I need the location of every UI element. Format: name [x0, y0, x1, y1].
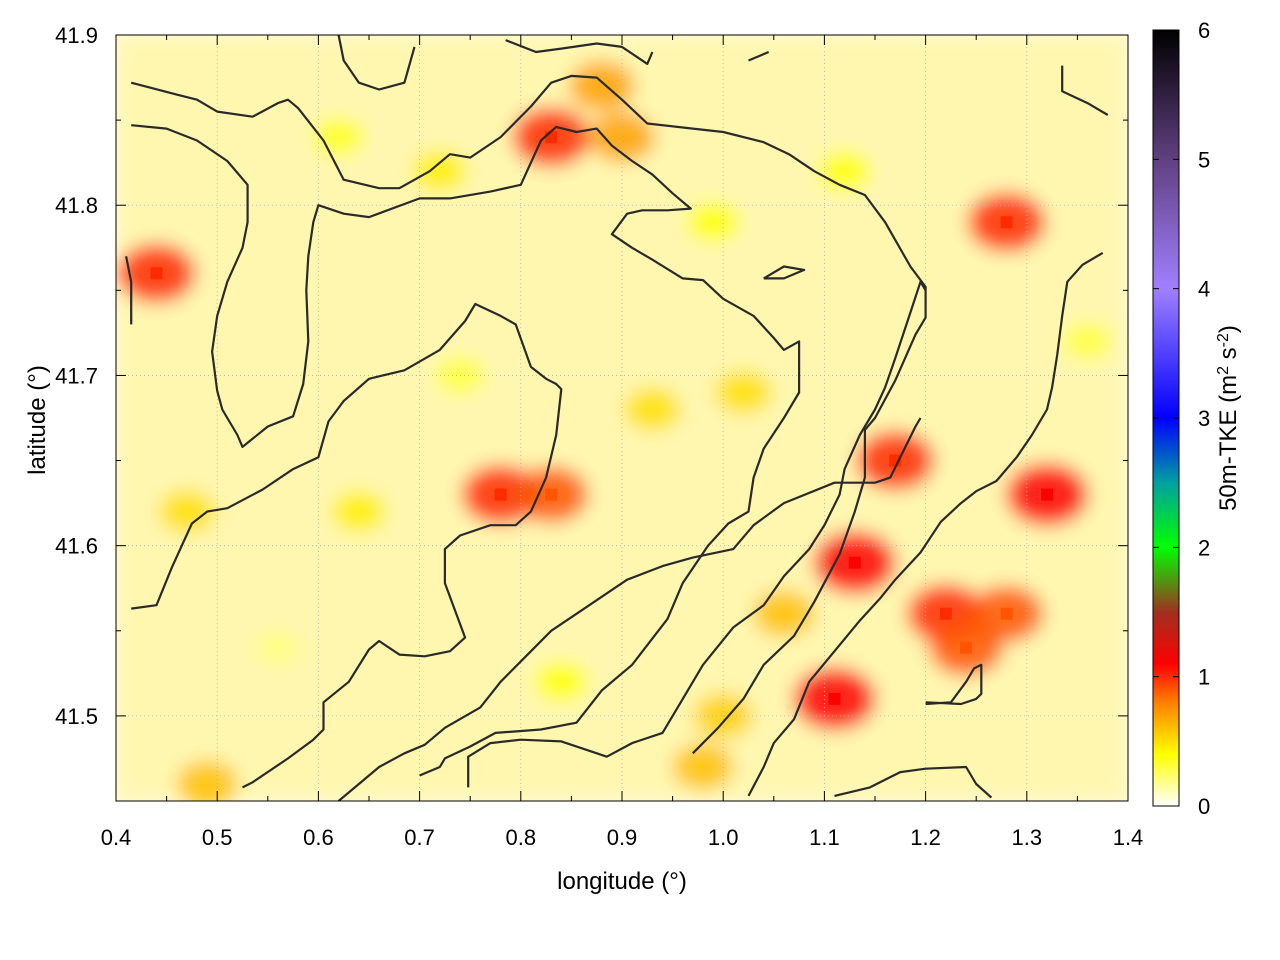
colorbar-label-end: ) [1215, 325, 1242, 333]
tke-hotspot [412, 149, 468, 193]
contour-line [337, 417, 922, 801]
contour-line [505, 39, 654, 65]
contour-line [1061, 65, 1109, 116]
tke-hotspot-core [848, 556, 861, 569]
x-tick-label: 0.8 [506, 825, 537, 850]
x-tick-label: 1.2 [910, 825, 941, 850]
tke-hotspot [623, 387, 681, 432]
terrain-contours [125, 35, 1109, 801]
y-tick-label: 41.5 [55, 704, 98, 729]
tke-hotspot [714, 370, 773, 415]
colorbar-label-sup1: 2 [1215, 366, 1232, 375]
contour-line [763, 265, 806, 280]
x-tick-label: 1.1 [809, 825, 840, 850]
colorbar-tick-label: 4 [1198, 277, 1210, 302]
tke-hotspot-core [1000, 216, 1013, 229]
x-tick-label: 0.9 [607, 825, 638, 850]
x-tick-label: 1.0 [708, 825, 739, 850]
y-axis-ticks: 41.5 41.6 41.7 41.8 41.9 [55, 23, 1128, 802]
contour-line [925, 663, 983, 706]
tke-hotspot-core [1041, 488, 1054, 501]
tke-hotspot-core [545, 488, 558, 501]
x-tick-label: 0.6 [303, 825, 334, 850]
x-axis-ticks: 0.4 0.5 0.6 0.7 0.8 0.9 1.0 1.1 1.2 1.3 1.4 [101, 35, 1144, 850]
contour-line [131, 124, 801, 777]
tke-hotspot [589, 111, 655, 163]
colorbar-ticks: 0 1 2 3 4 5 6 [1153, 18, 1210, 819]
tke-field [116, 35, 1128, 801]
contour-line [131, 302, 563, 789]
contour-line [747, 251, 1104, 797]
tke-hotspot [534, 661, 588, 703]
tke-hotspot-core [1000, 607, 1013, 620]
y-tick-label: 41.7 [55, 363, 98, 388]
contour-line [748, 50, 770, 62]
tke-hotspot [331, 490, 387, 533]
x-axis-label: longitude (°) [557, 868, 687, 895]
contour-line [834, 765, 993, 799]
tke-hotspot-core [828, 692, 841, 705]
tke-hotspot [686, 201, 740, 243]
tke-hotspot [255, 630, 301, 665]
y-axis-label: latitude (°) [24, 365, 51, 475]
colorbar: 0 1 2 3 4 5 6 50m-TKE (m2 s-2) [1152, 18, 1243, 819]
tke-hotspot [158, 489, 216, 534]
y-tick-label: 41.6 [55, 534, 98, 559]
colorbar-label: 50m-TKE (m2 s-2) [1215, 325, 1243, 511]
colorbar-tick-label: 2 [1198, 535, 1210, 560]
colorbar-tick-label: 5 [1198, 147, 1210, 172]
x-tick-label: 1.4 [1113, 825, 1144, 850]
y-tick-label: 41.9 [55, 23, 98, 48]
tke-hotspot [569, 60, 635, 112]
colorbar-label-mid: s [1215, 347, 1242, 366]
contour-line [130, 74, 927, 755]
colorbar-tick-label: 0 [1198, 794, 1210, 819]
x-tick-label: 0.7 [404, 825, 435, 850]
plot-area [115, 34, 1129, 802]
tke-hotspot [1063, 322, 1112, 361]
y-tick-label: 41.8 [55, 193, 98, 218]
tke-hotspot-core [960, 641, 973, 654]
contour-line [467, 280, 927, 788]
colorbar-label-sup2: -2 [1215, 333, 1232, 347]
contour-line [337, 35, 416, 91]
tke-hotspot [753, 590, 815, 638]
x-tick-label: 1.3 [1012, 825, 1043, 850]
colorbar-tick-label: 3 [1198, 406, 1210, 431]
colorbar-label-main: 50m-TKE (m [1215, 375, 1242, 511]
x-tick-label: 0.4 [101, 825, 132, 850]
tke-hotspot-core [494, 488, 507, 501]
contour-line [125, 256, 133, 325]
x-tick-label: 0.5 [202, 825, 233, 850]
tke-hotspot [818, 150, 872, 192]
tke-hotspot [672, 743, 734, 791]
tke-hotspot-core [939, 607, 952, 620]
tke-hotspot-core [150, 267, 163, 280]
tke-hotspot [176, 760, 238, 801]
tke-hotspot-core [545, 131, 558, 144]
colorbar-tick-label: 6 [1198, 18, 1210, 43]
colorbar-tick-label: 1 [1198, 665, 1210, 690]
